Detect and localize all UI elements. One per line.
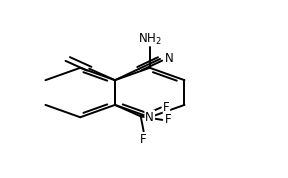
Text: F: F: [163, 101, 170, 114]
Text: NH$_2$: NH$_2$: [138, 32, 162, 47]
Text: N: N: [145, 111, 154, 124]
Text: N: N: [165, 52, 174, 65]
Text: F: F: [140, 133, 147, 146]
Text: F: F: [164, 113, 171, 126]
